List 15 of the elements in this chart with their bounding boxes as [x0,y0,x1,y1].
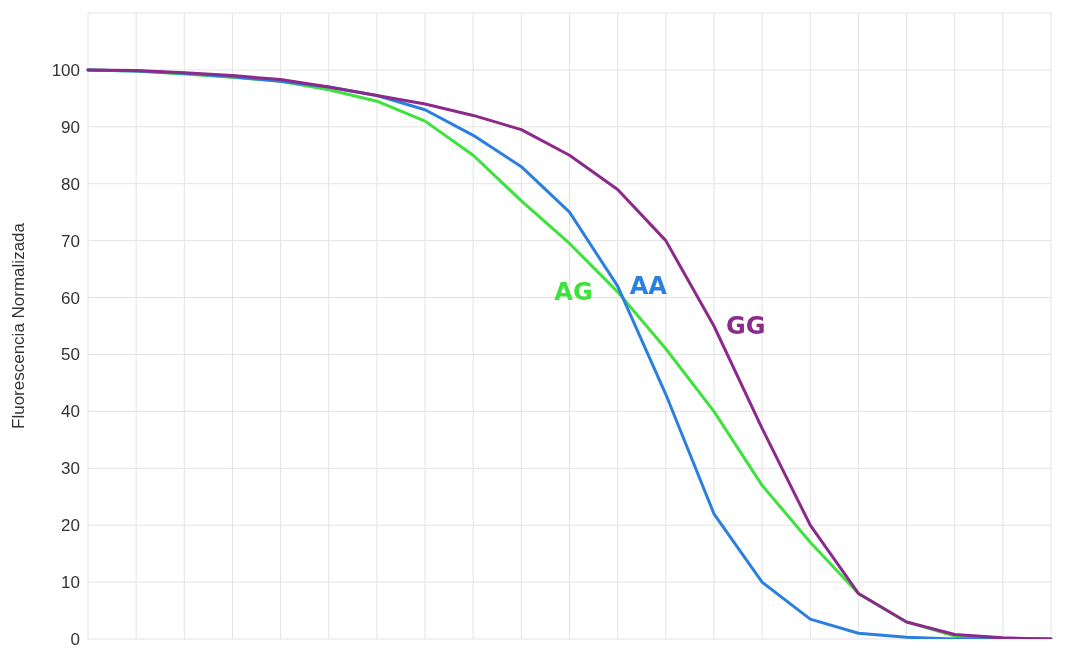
y-tick-label: 20 [61,516,80,536]
series-label: GG [725,312,766,340]
y-tick-label: 0 [70,630,80,650]
y-tick-label: 60 [61,288,80,308]
series-label: AG [554,277,593,306]
y-tick-label: 40 [61,402,80,422]
y-tick-label: 30 [61,459,80,479]
y-tick-label: 100 [51,60,80,80]
y-tick-label: 70 [61,231,80,251]
y-tick-label: 50 [61,345,80,365]
y-tick-label: 90 [61,117,80,137]
y-tick-label: 10 [61,573,80,593]
series-label: AA [629,272,668,301]
y-axis-title: Fluorescencia Normalizada [9,222,29,429]
y-tick-label: 80 [61,174,80,194]
